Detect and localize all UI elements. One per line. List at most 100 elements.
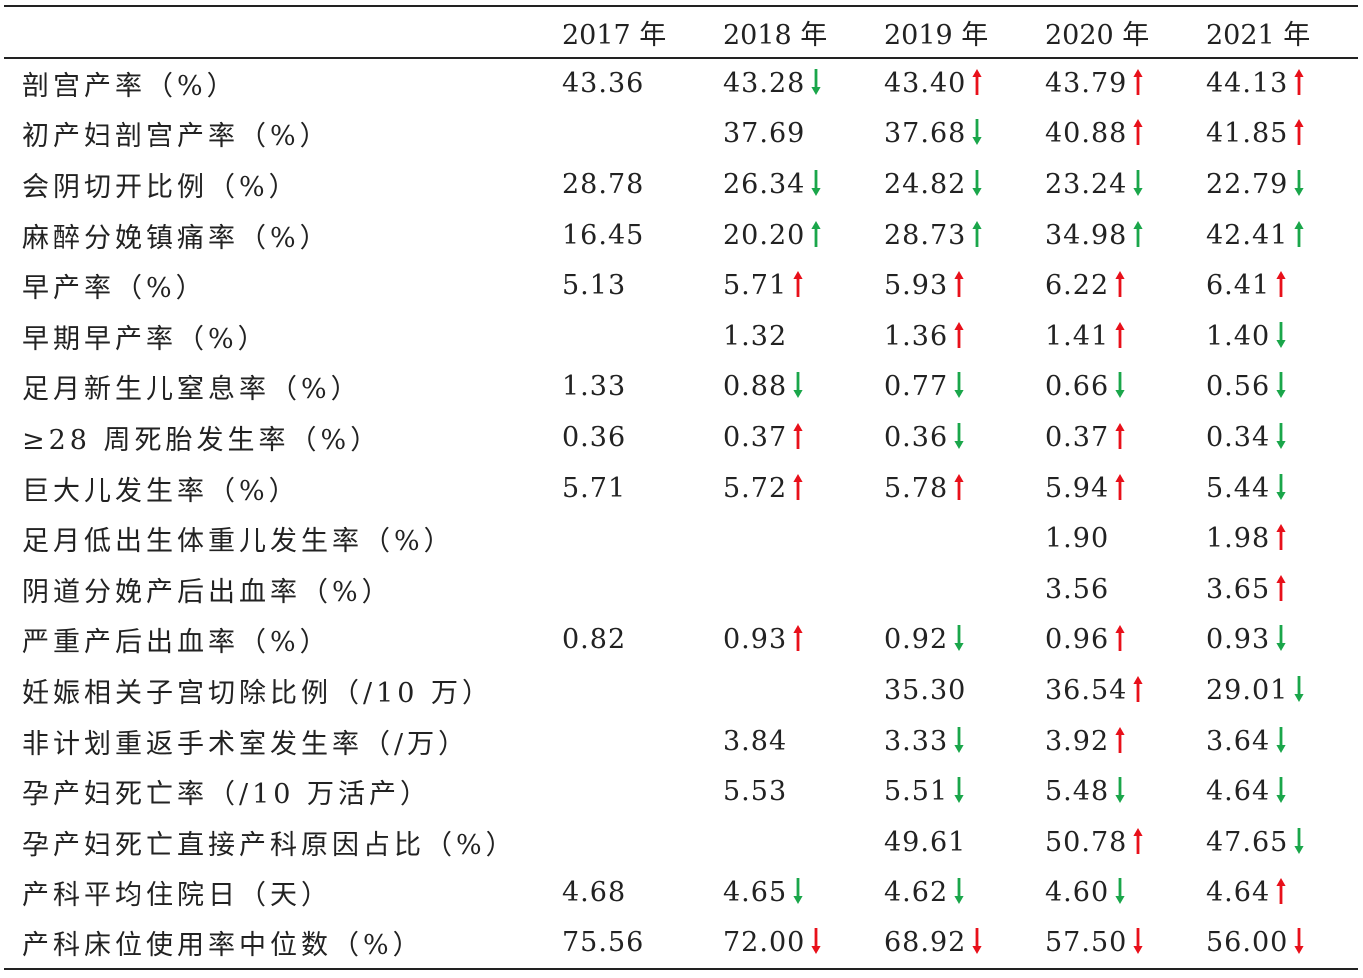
arrow-down-icon [954, 877, 964, 905]
cell-value: 36.54 [1045, 674, 1128, 706]
table-row: 妊娠相关子宫切除比例（/10 万） 35.30 36.54 29.01 [4, 665, 1358, 716]
cell-value: 6.41 [1206, 270, 1271, 302]
cell-value: 0.92 [884, 624, 949, 656]
table-body: 剖宫产率（%） 43.36 43.28 43.40 43.79 44.13 初产妇剖宫产率（… [4, 58, 1358, 970]
row-label: 孕产妇死亡直接产科原因占比（%） [22, 829, 517, 861]
arrow-down-icon [1276, 371, 1286, 399]
value-cell-2017 [554, 817, 715, 868]
table-row: 严重产后出血率（%） 0.82 0.93 0.92 0.96 0.93 [4, 615, 1358, 666]
arrow-down-icon [1294, 927, 1304, 955]
cell-value: 0.34 [1206, 421, 1271, 453]
cell-value: 37.68 [884, 118, 967, 150]
header-cell-2018: 2018 年 [715, 5, 876, 59]
value-cell-2019: 3.33 [876, 716, 1037, 767]
value-cell-2017 [554, 665, 715, 716]
value-cell-2020: 43.79 [1037, 58, 1198, 109]
arrow-up-icon [972, 68, 982, 96]
cell-value: 26.34 [723, 168, 806, 200]
header-cell-2019: 2019 年 [876, 5, 1037, 59]
value-cell-2020: 50.78 [1037, 817, 1198, 868]
value-cell-2017 [554, 513, 715, 564]
cell-value: 16.45 [562, 219, 645, 251]
value-cell-2021: 3.64 [1198, 716, 1358, 767]
row-label: 足月低出生体重儿发生率（%） [22, 526, 455, 558]
value-cell-2019 [876, 513, 1037, 564]
value-cell-2020: 4.60 [1037, 868, 1198, 919]
arrow-down-icon [954, 726, 964, 754]
header-cell-2021: 2021 年 [1198, 5, 1358, 59]
value-cell-2021: 44.13 [1198, 58, 1358, 109]
value-cell-2020: 57.50 [1037, 918, 1198, 970]
arrow-down-icon [1276, 624, 1286, 652]
arrow-up-icon [1294, 220, 1304, 248]
value-cell-2019: 5.78 [876, 463, 1037, 514]
value-cell-2018: 20.20 [715, 210, 876, 261]
arrow-down-icon [1294, 827, 1304, 855]
arrow-down-icon [1115, 371, 1125, 399]
cell-value: 5.13 [562, 270, 627, 302]
arrow-up-icon [1115, 321, 1125, 349]
value-cell-2018: 0.93 [715, 615, 876, 666]
cell-value: 23.24 [1045, 168, 1128, 200]
cell-value: 3.56 [1045, 573, 1110, 605]
value-cell-2018: 72.00 [715, 918, 876, 970]
value-cell-2017: 75.56 [554, 918, 715, 970]
arrow-down-icon [954, 776, 964, 804]
value-cell-2020: 23.24 [1037, 159, 1198, 210]
arrow-down-icon [954, 422, 964, 450]
cell-value: 5.78 [884, 472, 949, 504]
arrow-up-icon [793, 422, 803, 450]
value-cell-2021: 41.85 [1198, 109, 1358, 160]
table-row: 阴道分娩产后出血率（%） 3.56 3.65 [4, 564, 1358, 615]
table-row: 产科床位使用率中位数（%） 75.56 72.00 68.92 57.50 56.00 [4, 918, 1358, 970]
value-cell-2019: 5.51 [876, 766, 1037, 817]
cell-value: 28.78 [562, 168, 645, 200]
value-cell-2021: 42.41 [1198, 210, 1358, 261]
value-cell-2019: 28.73 [876, 210, 1037, 261]
value-cell-2017 [554, 716, 715, 767]
value-cell-2020: 1.90 [1037, 513, 1198, 564]
arrow-down-icon [1115, 776, 1125, 804]
value-cell-2017: 5.71 [554, 463, 715, 514]
arrow-down-icon [793, 877, 803, 905]
value-cell-2017: 16.45 [554, 210, 715, 261]
value-cell-2017 [554, 311, 715, 362]
cell-value: 5.53 [723, 776, 788, 808]
value-cell-2021: 0.56 [1198, 362, 1358, 413]
value-cell-2021: 1.98 [1198, 513, 1358, 564]
arrow-down-icon [1294, 675, 1304, 703]
arrow-down-icon [1133, 169, 1143, 197]
value-cell-2018: 3.84 [715, 716, 876, 767]
cell-value: 5.44 [1206, 472, 1271, 504]
value-cell-2018: 43.28 [715, 58, 876, 109]
arrow-up-icon [1276, 574, 1286, 602]
arrow-up-icon [1276, 877, 1286, 905]
cell-value: 22.79 [1206, 168, 1289, 200]
arrow-up-icon [1115, 270, 1125, 298]
cell-value: 0.82 [562, 624, 627, 656]
value-cell-2018: 4.65 [715, 868, 876, 919]
value-cell-2021: 6.41 [1198, 260, 1358, 311]
value-cell-2017: 1.33 [554, 362, 715, 413]
row-label: 妊娠相关子宫切除比例（/10 万） [22, 677, 494, 709]
cell-value: 1.40 [1206, 320, 1271, 352]
cell-value: 1.41 [1045, 320, 1110, 352]
cell-value: 0.93 [723, 624, 788, 656]
header-cell-2017: 2017 年 [554, 5, 715, 59]
cell-value: 20.20 [723, 219, 806, 251]
value-cell-2020: 34.98 [1037, 210, 1198, 261]
cell-value: 24.82 [884, 168, 967, 200]
value-cell-2019: 35.30 [876, 665, 1037, 716]
value-cell-2020: 5.94 [1037, 463, 1198, 514]
value-cell-2017: 5.13 [554, 260, 715, 311]
arrow-up-icon [1294, 68, 1304, 96]
value-cell-2017 [554, 109, 715, 160]
cell-value: 5.72 [723, 472, 788, 504]
header-cell-indicator [4, 5, 554, 59]
arrow-up-icon [1294, 118, 1304, 146]
arrow-down-icon [793, 371, 803, 399]
value-cell-2021: 29.01 [1198, 665, 1358, 716]
value-cell-2020: 1.41 [1037, 311, 1198, 362]
row-label: 孕产妇死亡率（/10 万活产） [22, 779, 432, 811]
value-cell-2018: 1.32 [715, 311, 876, 362]
